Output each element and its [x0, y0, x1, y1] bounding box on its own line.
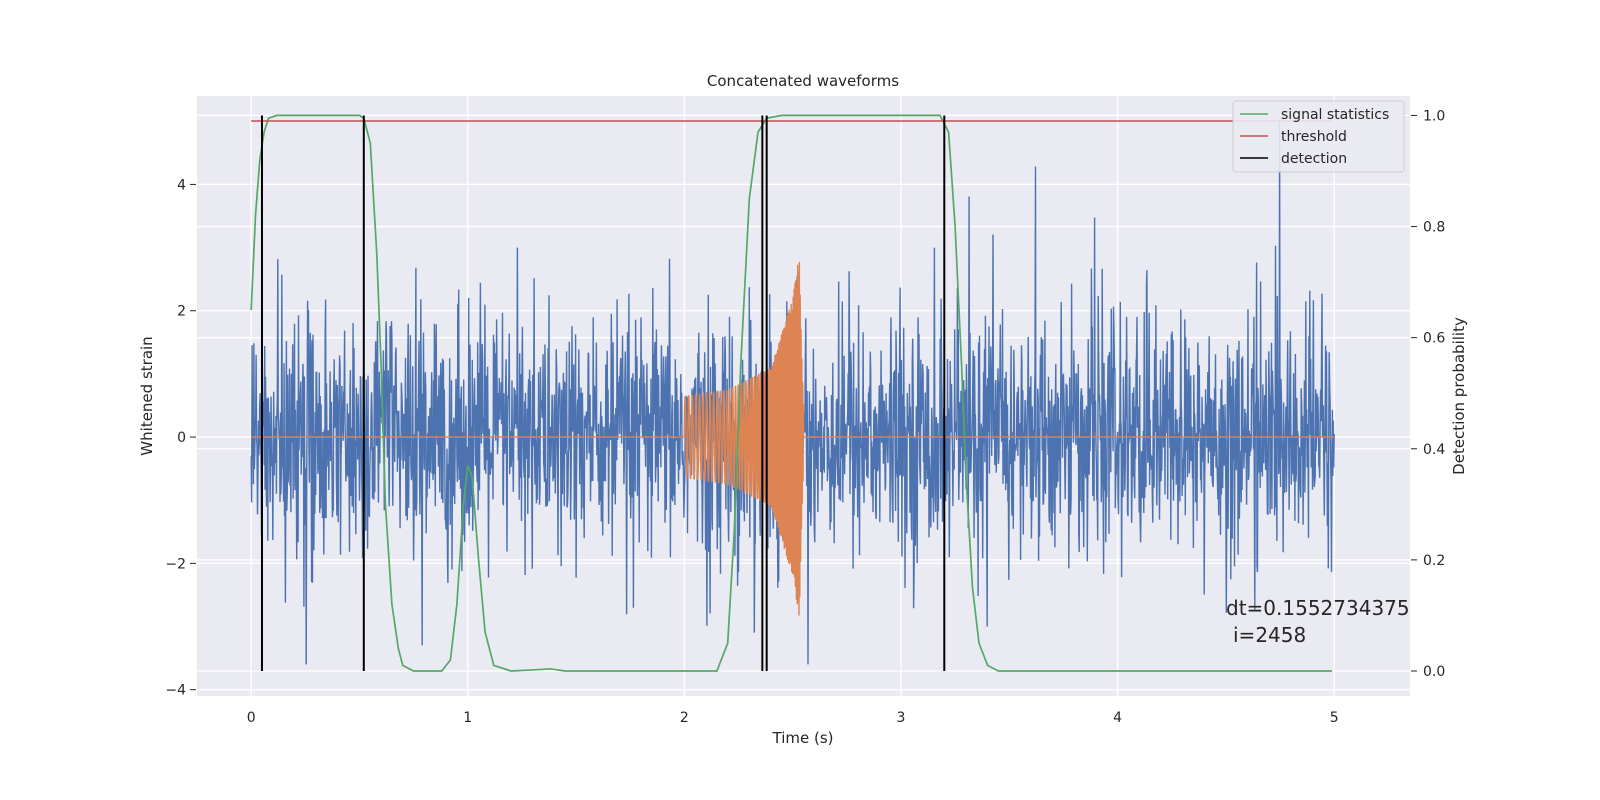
y-axis-label: Whitened strain: [138, 336, 156, 455]
y2-axis-ticks: 0.0 0.2 0.4 0.6 0.8 1.0: [1411, 108, 1445, 680]
y2-tick-label-2: 0.4: [1423, 442, 1445, 458]
y-tick-label-4: 4: [177, 177, 186, 193]
y-tick-label-3: 2: [177, 304, 186, 320]
legend-label-threshold: threshold: [1281, 129, 1347, 145]
y-tick-label-1: −2: [165, 556, 186, 572]
chirp-line: [251, 261, 1335, 616]
y2-tick-label-0: 0.0: [1423, 664, 1445, 680]
x-axis-ticks: 0 1 2 3 4 5: [247, 710, 1339, 726]
legend: signal statistics threshold detection: [1232, 100, 1405, 173]
x-axis-label: Time (s): [772, 729, 834, 747]
legend-frame: [1232, 100, 1405, 173]
annotation-index: i=2458: [1233, 623, 1306, 647]
y2-tick-label-3: 0.6: [1423, 331, 1445, 347]
x-tick-label-4: 4: [1113, 710, 1122, 726]
y2-tick-label-4: 0.8: [1423, 220, 1445, 236]
x-tick-label-0: 0: [247, 710, 256, 726]
signal-statistics-line: [250, 114, 1332, 672]
x-tick-label-2: 2: [680, 710, 689, 726]
y-tick-label-2: 0: [177, 430, 186, 446]
chart-title: Concatenated waveforms: [707, 72, 899, 90]
x-tick-label-5: 5: [1330, 710, 1339, 726]
legend-label-detection: detection: [1281, 151, 1347, 167]
annotation-dt: dt=0.1552734375: [1226, 596, 1410, 620]
y2-tick-label-5: 1.0: [1423, 108, 1445, 124]
y2-axis-label: Detection probability: [1450, 317, 1468, 475]
y-axis-ticks: −4 −2 0 2 4: [165, 177, 196, 699]
x-tick-label-3: 3: [897, 710, 906, 726]
legend-label-signal-statistics: signal statistics: [1281, 107, 1389, 123]
y-tick-label-0: −4: [165, 683, 186, 699]
y2-tick-label-1: 0.2: [1423, 553, 1445, 569]
series-layer: [250, 114, 1335, 672]
x-tick-label-1: 1: [463, 710, 472, 726]
